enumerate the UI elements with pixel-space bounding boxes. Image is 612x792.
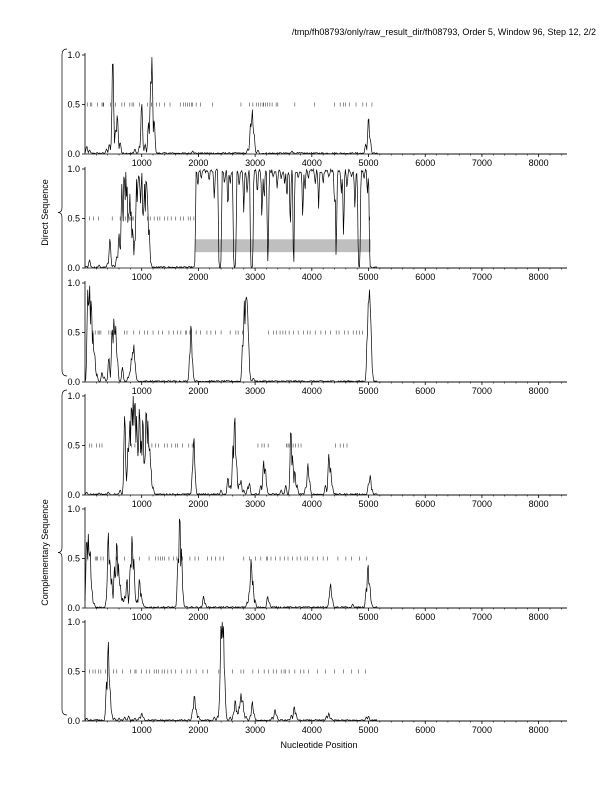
y-tick-label: 0.5 bbox=[67, 667, 80, 677]
x-tick-label: 2000 bbox=[188, 612, 208, 622]
x-tick-label: 7000 bbox=[472, 272, 492, 282]
y-tick-label: 1.0 bbox=[67, 278, 80, 288]
x-tick-label: 5000 bbox=[359, 386, 379, 396]
x-tick-label: 7000 bbox=[472, 158, 492, 168]
x-tick-label: 8000 bbox=[529, 158, 549, 168]
x-tick-label: 2000 bbox=[188, 499, 208, 509]
panel-complementary-2: 0.0 0.5 1.0 1000 2000 3000 4000 5000 6000 7000 800… bbox=[67, 504, 567, 622]
y-tick-label: 1.0 bbox=[67, 50, 80, 60]
series-line bbox=[84, 518, 567, 609]
x-tick-label: 6000 bbox=[415, 725, 435, 735]
x-tick-label: 1000 bbox=[132, 158, 152, 168]
x-tick-label: 5000 bbox=[359, 272, 379, 282]
y-tick-label: 0.0 bbox=[67, 149, 80, 159]
panel-complementary-1: 0.0 0.5 1.0 1000 2000 3000 4000 5000 6000 7000 800… bbox=[67, 391, 567, 509]
series-line bbox=[84, 621, 567, 722]
x-axis-label: Nucleotide Position bbox=[280, 740, 357, 750]
x-tick-label: 8000 bbox=[529, 725, 549, 735]
y-tick-label: 0.0 bbox=[67, 490, 80, 500]
y-tick-label: 1.0 bbox=[67, 504, 80, 514]
y-tick-label: 0.5 bbox=[67, 554, 80, 564]
x-tick-label: 4000 bbox=[302, 612, 322, 622]
x-tick-label: 5000 bbox=[359, 499, 379, 509]
page-title: /tmp/fh08793/only/raw_result_dir/fh08793… bbox=[291, 27, 596, 37]
x-tick-label: 4000 bbox=[302, 158, 322, 168]
panel-direct-2: 0.0 0.5 1.0 1000 2000 3000 4000 5000 6000 7000 800… bbox=[67, 164, 567, 282]
y-tick-label: 0.5 bbox=[67, 328, 80, 338]
x-tick-label: 2000 bbox=[188, 272, 208, 282]
y-tick-label: 1.0 bbox=[67, 617, 80, 627]
x-tick-label: 8000 bbox=[529, 499, 549, 509]
group-label: Direct Sequence bbox=[40, 179, 50, 246]
x-tick-label: 1000 bbox=[132, 725, 152, 735]
x-tick-label: 1000 bbox=[132, 272, 152, 282]
x-tick-label: 1000 bbox=[132, 386, 152, 396]
x-tick-label: 6000 bbox=[415, 612, 435, 622]
x-tick-label: 5000 bbox=[359, 158, 379, 168]
y-tick-label: 0.0 bbox=[67, 263, 80, 273]
series-line bbox=[84, 395, 567, 496]
x-tick-label: 6000 bbox=[415, 158, 435, 168]
x-tick-label: 5000 bbox=[359, 725, 379, 735]
x-tick-label: 6000 bbox=[415, 272, 435, 282]
x-tick-label: 4000 bbox=[302, 386, 322, 396]
x-tick-label: 4000 bbox=[302, 725, 322, 735]
y-tick-label: 0.0 bbox=[67, 716, 80, 726]
y-tick-label: 1.0 bbox=[67, 391, 80, 401]
series-line bbox=[84, 285, 567, 383]
x-tick-label: 4000 bbox=[302, 499, 322, 509]
x-tick-label: 8000 bbox=[529, 612, 549, 622]
highlight-band bbox=[195, 239, 371, 253]
x-tick-label: 4000 bbox=[302, 272, 322, 282]
y-tick-label: 0.0 bbox=[67, 603, 80, 613]
group-label: Complementary Sequence bbox=[40, 499, 50, 606]
x-tick-label: 3000 bbox=[245, 386, 265, 396]
x-tick-label: 6000 bbox=[415, 499, 435, 509]
x-tick-label: 2000 bbox=[188, 158, 208, 168]
panel-complementary-3: 0.0 0.5 1.0 1000 2000 3000 4000 5000 6000 7000 800… bbox=[67, 617, 567, 735]
panel-direct-3: 0.0 0.5 1.0 1000 2000 3000 4000 5000 6000 7000 800… bbox=[67, 278, 567, 396]
x-tick-label: 7000 bbox=[472, 612, 492, 622]
group-brace bbox=[57, 48, 68, 377]
y-tick-label: 0.5 bbox=[67, 214, 80, 224]
x-tick-label: 8000 bbox=[529, 272, 549, 282]
series-line bbox=[84, 57, 567, 155]
x-tick-label: 3000 bbox=[245, 612, 265, 622]
x-tick-label: 2000 bbox=[188, 386, 208, 396]
y-tick-label: 0.0 bbox=[67, 377, 80, 387]
x-tick-label: 3000 bbox=[245, 158, 265, 168]
x-tick-label: 7000 bbox=[472, 386, 492, 396]
series-line bbox=[84, 168, 567, 269]
x-tick-label: 7000 bbox=[472, 499, 492, 509]
x-tick-label: 5000 bbox=[359, 612, 379, 622]
x-tick-label: 8000 bbox=[529, 386, 549, 396]
x-tick-label: 1000 bbox=[132, 499, 152, 509]
y-tick-label: 1.0 bbox=[67, 164, 80, 174]
y-tick-label: 0.5 bbox=[67, 100, 80, 110]
x-tick-label: 3000 bbox=[245, 272, 265, 282]
panel-direct-1: 0.0 0.5 1.0 1000 2000 3000 4000 5000 6000 7000 800… bbox=[67, 50, 567, 168]
x-tick-label: 3000 bbox=[245, 725, 265, 735]
x-tick-label: 7000 bbox=[472, 725, 492, 735]
x-tick-label: 2000 bbox=[188, 725, 208, 735]
x-tick-label: 6000 bbox=[415, 386, 435, 396]
x-tick-label: 1000 bbox=[132, 612, 152, 622]
y-tick-label: 0.5 bbox=[67, 441, 80, 451]
group-brace bbox=[57, 389, 68, 716]
x-tick-label: 3000 bbox=[245, 499, 265, 509]
